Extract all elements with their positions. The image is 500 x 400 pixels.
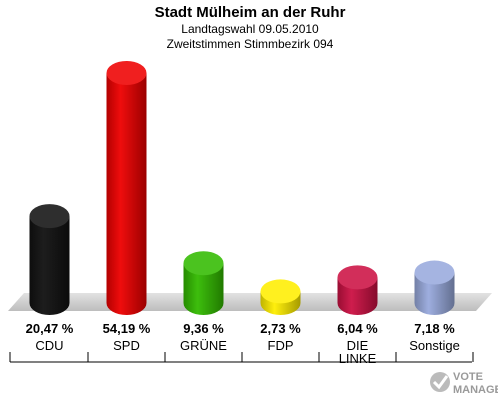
category-label: DIE bbox=[347, 338, 369, 353]
bar-body bbox=[106, 73, 147, 315]
bar-top bbox=[260, 279, 301, 304]
chart-title: Stadt Mülheim an der Ruhr bbox=[154, 4, 346, 21]
chart-title-block: Stadt Mülheim an der Ruhr Landtagswahl 0… bbox=[0, 4, 500, 52]
category-label: FDP bbox=[268, 338, 294, 353]
bar-top bbox=[183, 251, 224, 276]
category-label: SPD bbox=[113, 338, 140, 353]
value-label: 9,36 % bbox=[183, 321, 224, 336]
bar-spd bbox=[106, 61, 147, 315]
value-label: 2,73 % bbox=[260, 321, 301, 336]
bar-sonstige bbox=[414, 260, 455, 315]
bar-die-linke bbox=[337, 265, 378, 315]
bar-body bbox=[29, 216, 70, 315]
category-label: Sonstige bbox=[409, 338, 460, 353]
bar-body bbox=[183, 263, 224, 315]
bar-cdu bbox=[29, 204, 70, 315]
bar-top bbox=[414, 260, 455, 285]
category-label: LINKE bbox=[339, 351, 377, 366]
category-label: GRÜNE bbox=[180, 338, 227, 353]
bar-top bbox=[337, 265, 378, 290]
bar-top bbox=[29, 204, 70, 229]
bar-grüne bbox=[183, 251, 224, 315]
bar-top bbox=[106, 61, 147, 85]
bar-fdp bbox=[260, 279, 301, 315]
logo-text-manager: MANAGER bbox=[453, 384, 498, 396]
vote-manager-logo-icon: VOTE MANAGER bbox=[430, 371, 498, 396]
bar-body bbox=[414, 272, 455, 315]
value-label: 20,47 % bbox=[26, 321, 74, 336]
value-label: 7,18 % bbox=[414, 321, 455, 336]
chart-subtitle-date: Landtagswahl 09.05.2010 bbox=[181, 22, 319, 36]
logo-text-vote: VOTE bbox=[453, 371, 483, 383]
value-label: 54,19 % bbox=[103, 321, 151, 336]
chart-subtitle-district: Zweitstimmen Stimmbezirk 094 bbox=[166, 37, 334, 51]
value-label: 6,04 % bbox=[337, 321, 378, 336]
category-label: CDU bbox=[35, 338, 63, 353]
